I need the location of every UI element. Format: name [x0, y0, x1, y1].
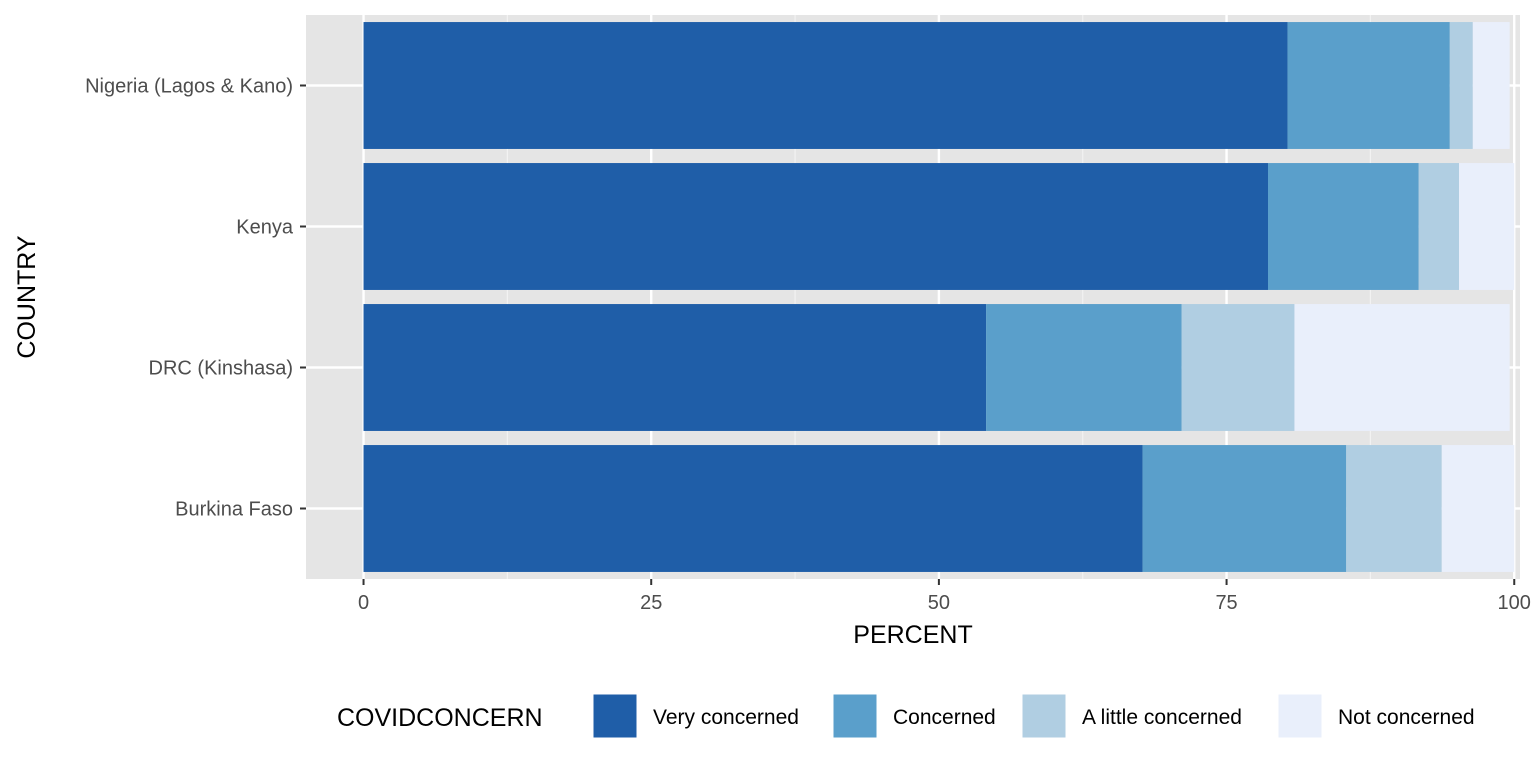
bar-segment [1346, 445, 1442, 572]
bar-segment [986, 304, 1182, 431]
legend-label: Concerned [893, 706, 996, 729]
bar-segment [1472, 22, 1510, 149]
y-tick-label: Kenya [236, 217, 294, 239]
bar-segment [1459, 163, 1515, 290]
legend-title: COVIDCONCERN [337, 704, 543, 732]
bar-segment [363, 304, 987, 431]
bar-segment [1294, 304, 1510, 431]
bar-segment [1142, 445, 1347, 572]
x-axis: 0 25 50 75 100 [358, 579, 1531, 614]
y-tick-label: Burkina Faso [175, 499, 293, 521]
legend-label: A little concerned [1082, 706, 1242, 729]
bar-segment [1449, 22, 1473, 149]
legend-key [1021, 693, 1067, 739]
bar-segment [1441, 445, 1515, 572]
legend-key [1277, 693, 1323, 739]
bar-segment [1287, 22, 1450, 149]
legend-label: Not concerned [1338, 706, 1475, 729]
bar-segment [363, 163, 1268, 290]
x-tick-label: 0 [358, 592, 369, 614]
y-axis: Nigeria (Lagos & Kano) Kenya DRC (Kinshasa… [85, 76, 306, 521]
x-axis-title: PERCENT [853, 621, 972, 649]
y-axis-title: COUNTRY [13, 235, 41, 358]
legend-label: Very concerned [653, 706, 799, 729]
bar-segment [1267, 163, 1419, 290]
y-tick-label: Nigeria (Lagos & Kano) [85, 76, 293, 98]
x-tick-label: 25 [640, 592, 662, 614]
x-tick-label: 50 [928, 592, 950, 614]
legend-key [592, 693, 638, 739]
bar-segment [1181, 304, 1295, 431]
x-tick-label: 100 [1498, 592, 1531, 614]
legend: COVIDCONCERN Very concerned Concerned A li… [337, 693, 1475, 739]
x-tick-label: 75 [1215, 592, 1237, 614]
bars-layer [363, 22, 1515, 572]
bar-segment [1418, 163, 1460, 290]
legend-key [832, 693, 878, 739]
y-tick-label: DRC (Kinshasa) [149, 358, 293, 380]
bar-segment [363, 22, 1288, 149]
bar-segment [363, 445, 1143, 572]
